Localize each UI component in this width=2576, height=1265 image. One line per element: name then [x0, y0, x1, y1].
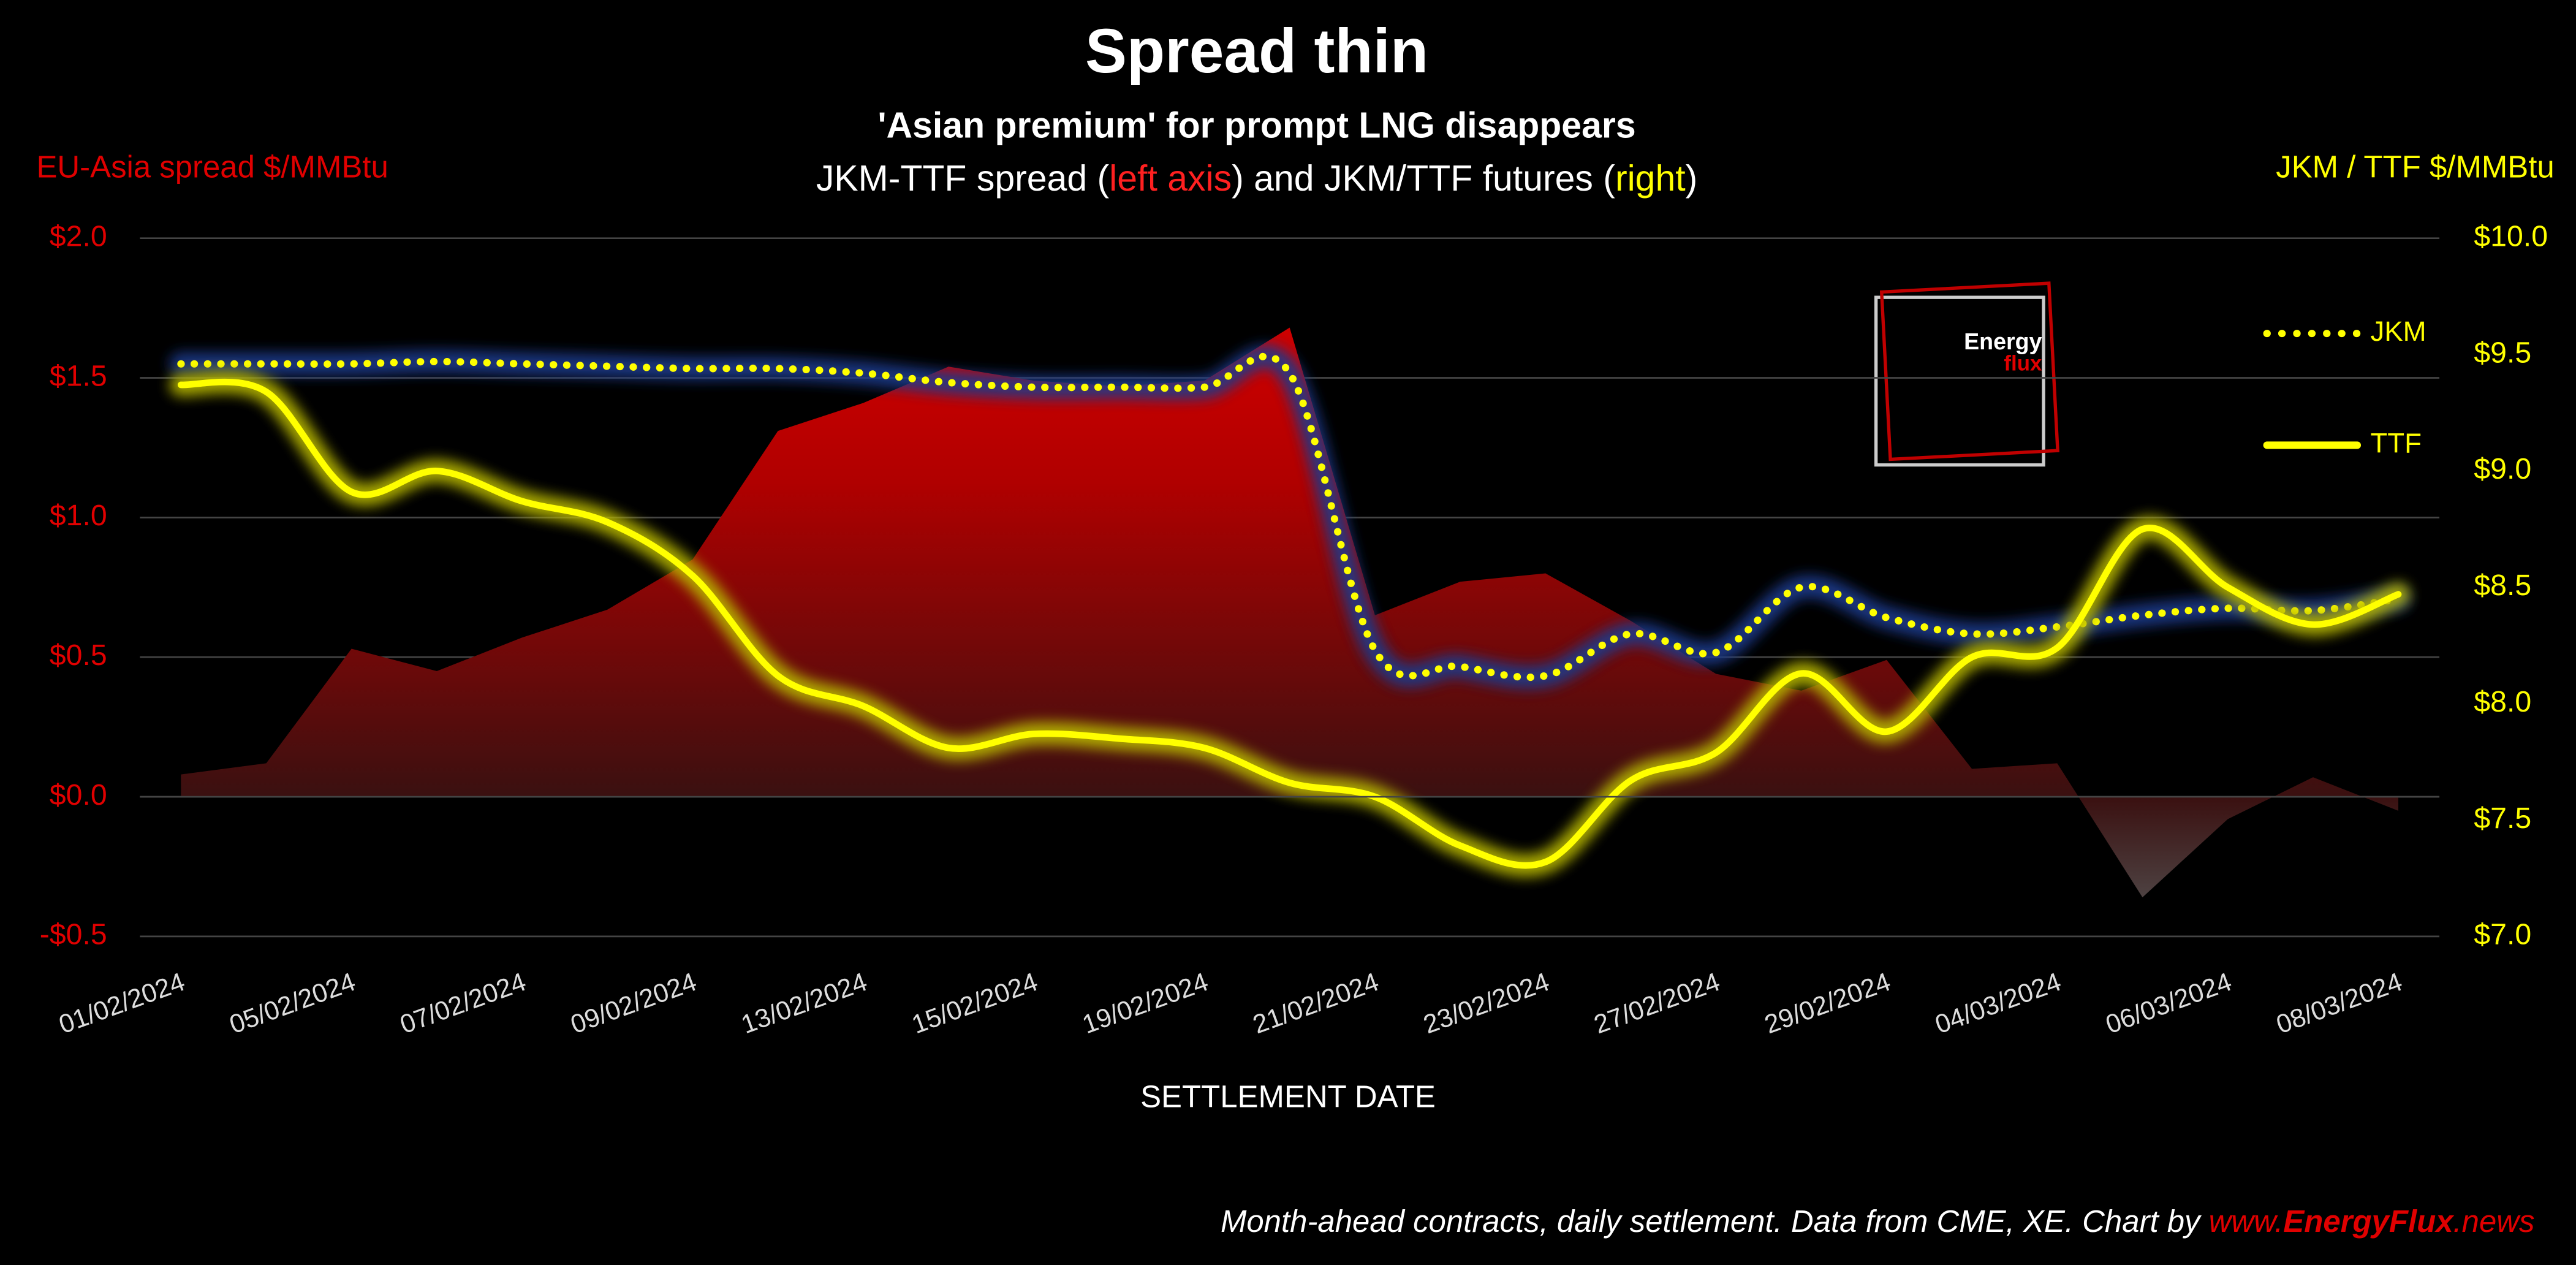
ttf-line: [177, 378, 2402, 869]
y-tick-label: $0.0: [50, 778, 107, 811]
y-tick-label: $0.5: [50, 639, 107, 672]
y2-tick-label: $7.5: [2474, 802, 2531, 835]
legend-label: JKM: [2370, 316, 2426, 347]
chart-subtitle: 'Asian premium' for prompt LNG disappear…: [878, 106, 1636, 146]
y-axis-label: EU-Asia spread $/MMBtu: [36, 150, 388, 184]
y-tick-label: $2.0: [50, 219, 107, 253]
logo-text: flux: [2004, 351, 2042, 375]
x-axis-label: SETTLEMENT DATE: [1140, 1079, 1436, 1114]
footer: Month-ahead contracts, daily settlement.…: [1221, 1204, 2535, 1239]
chart-title: Spread thin: [1085, 16, 1428, 86]
y2-axis-label: JKM / TTF $/MMBtu: [2276, 150, 2554, 184]
logo-box-red: [1879, 281, 2059, 462]
y2-tick-label: $7.0: [2474, 918, 2531, 951]
y2-tick-label: $9.0: [2474, 452, 2531, 485]
chart-subtitle-2: JKM-TTF spread (left axis) and JKM/TTF f…: [816, 158, 1697, 198]
y-tick-label: $1.5: [50, 359, 107, 392]
y2-tick-label: $9.5: [2474, 336, 2531, 369]
jkm-line: [177, 352, 2403, 682]
y2-tick-label: $8.5: [2474, 569, 2531, 602]
y2-tick-label: $10.0: [2474, 219, 2548, 253]
legend-label: TTF: [2370, 427, 2421, 458]
y-tick-label: -$0.5: [40, 918, 107, 951]
logo: Energy flux: [1874, 281, 2059, 467]
y-tick-label: $1.0: [50, 499, 107, 532]
logo-box: [1874, 295, 2045, 467]
spread-area: [181, 327, 2399, 898]
y2-tick-label: $8.0: [2474, 685, 2531, 718]
logo-text: Energy: [1964, 329, 2042, 354]
